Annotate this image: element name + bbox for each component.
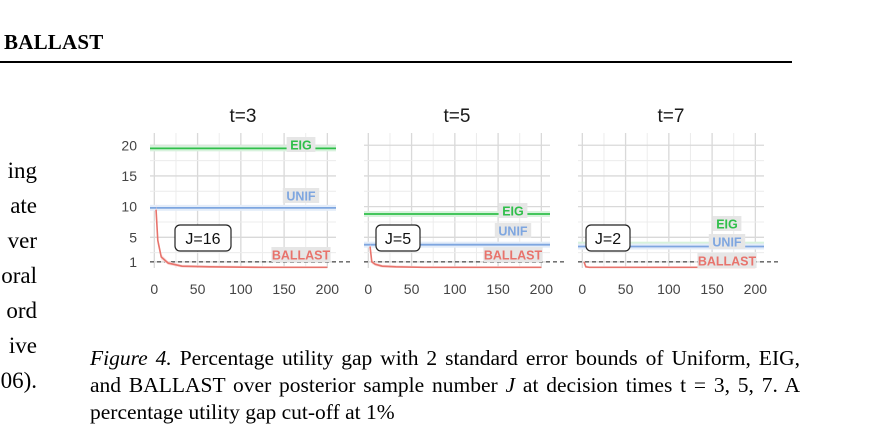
panel-title: t=3 <box>230 106 257 127</box>
j-annotation-box <box>375 224 421 252</box>
x-tick-label: 100 <box>443 281 467 297</box>
unif-label-bg <box>708 234 746 249</box>
unif-label-bg <box>282 188 320 203</box>
j-annotation-box <box>585 224 631 252</box>
caption-line-2a: Uniform, EIG, and BALLAST over posterior… <box>90 346 800 397</box>
y-tick-label: 20 <box>121 137 137 153</box>
ballast-error-band <box>370 242 542 268</box>
x-tick-label: 50 <box>404 281 420 297</box>
x-tick-label: 0 <box>150 281 158 297</box>
ballast-line <box>583 261 756 269</box>
x-tick-label: 150 <box>486 281 510 297</box>
running-head: BALLAST <box>4 30 104 54</box>
y-tick-label: 15 <box>121 168 137 184</box>
x-tick-label: 100 <box>229 281 253 297</box>
j-annotation-box <box>174 224 232 252</box>
eig-label-bg <box>286 137 316 152</box>
x-tick-label: 0 <box>364 281 372 297</box>
panel-title: t=5 <box>444 106 471 127</box>
panel-title: t=7 <box>658 106 685 127</box>
eig-label: EIG <box>290 139 312 153</box>
ballast-label-bg <box>271 247 331 262</box>
ballast-label: BALLAST <box>484 249 543 263</box>
eig-label: EIG <box>716 218 738 232</box>
y-tick-label: 1 <box>129 254 137 270</box>
ballast-line <box>155 209 328 269</box>
ballast-line <box>369 246 542 269</box>
caption-line-2b: at <box>522 373 539 397</box>
ballast-label: BALLAST <box>272 249 331 263</box>
x-tick-label: 0 <box>578 281 586 297</box>
ballast-label: BALLAST <box>698 255 757 269</box>
unif-label: UNIF <box>712 236 742 250</box>
x-tick-label: 200 <box>316 281 340 297</box>
x-tick-label: 100 <box>657 281 681 297</box>
header-rule <box>0 61 792 63</box>
caption-line-1: Percentage utility gap with 2 standard e… <box>179 346 664 370</box>
unif-label-bg <box>494 223 532 238</box>
j-annotation-label: J=5 <box>385 231 411 248</box>
x-tick-label: 200 <box>530 281 554 297</box>
eig-label-bg <box>712 216 742 231</box>
left-text-fragment: ive <box>8 333 37 358</box>
x-tick-label: 50 <box>190 281 206 297</box>
x-tick-label: 50 <box>618 281 634 297</box>
left-text-fragment: oral <box>1 263 37 288</box>
left-text-fragment: ing <box>7 158 37 183</box>
x-tick-label: 200 <box>744 281 768 297</box>
x-tick-label: 150 <box>272 281 296 297</box>
unif-label: UNIF <box>286 190 316 204</box>
caption-math-j: J <box>505 373 516 397</box>
eig-label-bg <box>498 203 528 218</box>
panel-2: t=5 0 50 100 150 200 J=5 <box>364 106 564 297</box>
j-annotation-label: J=16 <box>185 231 220 248</box>
left-text-fragment: ate <box>10 193 37 218</box>
figure-label: Figure 4. <box>90 346 172 370</box>
y-tick-label: 5 <box>129 229 137 245</box>
left-text-fragment: 06). <box>0 368 37 393</box>
ballast-label-bg <box>697 253 757 268</box>
left-text-fragment: ord <box>6 298 37 323</box>
ballast-label-bg <box>483 247 543 262</box>
unif-label: UNIF <box>498 225 528 239</box>
figure-caption: Figure 4. Percentage utility gap with 2 … <box>90 345 800 426</box>
eig-label: EIG <box>502 205 524 219</box>
left-text-fragment: ver <box>7 228 37 253</box>
j-annotation-label: J=2 <box>595 231 621 248</box>
x-tick-label: 150 <box>700 281 724 297</box>
y-tick-label: 10 <box>121 199 137 215</box>
